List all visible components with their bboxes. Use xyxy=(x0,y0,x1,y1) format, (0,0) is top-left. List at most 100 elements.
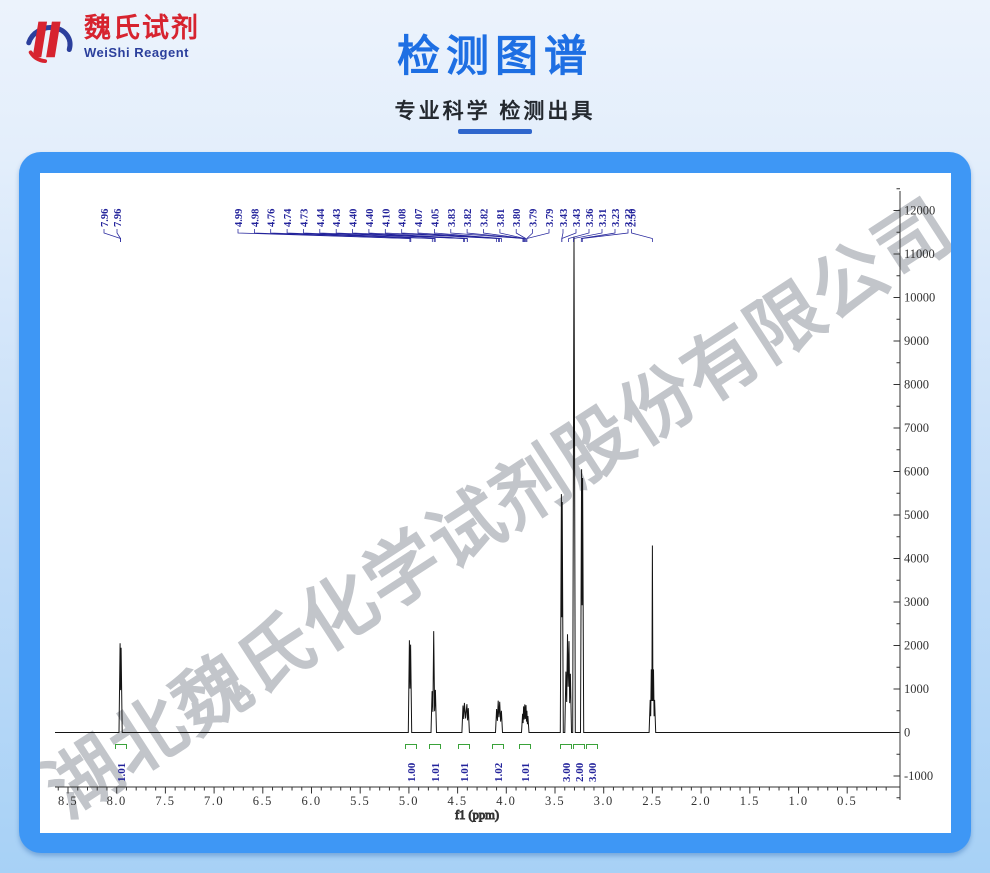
svg-text:10000: 10000 xyxy=(904,291,935,305)
peak-label-connector xyxy=(580,229,616,242)
logo-w-icon xyxy=(26,21,73,64)
company-logo: 魏氏试剂 WeiShi Reagent xyxy=(22,10,200,64)
svg-text:1000: 1000 xyxy=(904,682,929,696)
integral-bracket xyxy=(458,744,470,749)
logo-subtext: WeiShi Reagent xyxy=(84,45,190,60)
chart-card: 湖北魏氏化学试剂股份有限公司 -1000 0 1000 2000 3000 4000 500… xyxy=(19,152,971,853)
integral-bracket xyxy=(492,744,504,749)
spectrum-panel: 湖北魏氏化学试剂股份有限公司 -1000 0 1000 2000 3000 4000 500… xyxy=(40,173,951,833)
integral-value: 1.02 xyxy=(493,762,505,782)
peak-label-connector xyxy=(303,229,436,242)
peak-label-connector xyxy=(526,229,550,242)
page-subtitle: 专业科学 检测出具 xyxy=(394,100,596,123)
peak-label-connector xyxy=(499,229,526,242)
integral-value: 3.00 xyxy=(561,762,573,782)
peak-label-connector xyxy=(434,229,502,242)
peak-shift-label: 4.05 xyxy=(430,209,441,227)
peak-labels: 7.96 7.96 4.99 4.98 4.76 4.74 4.73 4.44 4.43 4.40… xyxy=(100,208,653,242)
svg-text:0: 0 xyxy=(904,726,910,740)
svg-text:12000: 12000 xyxy=(904,204,935,218)
integral-value: 2.00 xyxy=(574,762,586,782)
nmr-spectrum-chart: -1000 0 1000 2000 3000 4000 5000 6000 7000 8000 90… xyxy=(55,188,935,823)
title-underline xyxy=(458,129,532,134)
svg-text:1.5: 1.5 xyxy=(740,794,760,808)
integration-labels: 1.01 1.00 1.01 1.01 1.02 1.01 3.00 2.00 3.00 xyxy=(115,744,599,782)
peak-shift-label: 3.83 xyxy=(447,209,458,227)
x-axis: 8.5 8.0 7.5 7.0 6.5 6.0 5.5 5.0 4.5 4.0 3.5 3.0 2.5 2… xyxy=(55,786,900,823)
svg-text:7.0: 7.0 xyxy=(204,794,224,808)
peak-label-connector xyxy=(581,229,629,242)
peak-shift-label: 3.43 xyxy=(559,209,570,227)
svg-text:6000: 6000 xyxy=(904,465,929,479)
peak-shift-label: 4.08 xyxy=(398,209,409,227)
svg-text:3.0: 3.0 xyxy=(594,794,614,808)
peak-shift-label: 4.76 xyxy=(267,209,278,227)
peak-shift-label: 3.79 xyxy=(545,209,556,227)
integral-bracket xyxy=(586,744,598,749)
peak-shift-label: 3.36 xyxy=(585,209,596,227)
y-axis: -1000 0 1000 2000 3000 4000 5000 6000 7000 8000 90… xyxy=(893,188,935,800)
peak-shift-label: 4.40 xyxy=(365,209,376,227)
peak-label-connector xyxy=(573,229,603,242)
peak-label-connector xyxy=(526,229,533,242)
peak-shift-label: 4.73 xyxy=(300,209,311,227)
integral-value: 1.01 xyxy=(459,763,471,782)
svg-text:1.0: 1.0 xyxy=(788,794,808,808)
peak-shift-label: 3.43 xyxy=(572,209,583,227)
peak-shift-label: 2.50 xyxy=(628,209,639,227)
peak-shift-label: 4.10 xyxy=(381,209,392,227)
peak-shift-label: 4.07 xyxy=(414,209,425,227)
svg-text:6.0: 6.0 xyxy=(301,794,321,808)
svg-text:5.0: 5.0 xyxy=(399,794,419,808)
svg-text:5000: 5000 xyxy=(904,508,929,522)
svg-text:6.5: 6.5 xyxy=(253,794,273,808)
peak-label-connector xyxy=(568,229,590,242)
peak-shift-label: 4.99 xyxy=(234,209,245,227)
peak-shift-label: 4.40 xyxy=(349,209,360,227)
peak-shift-label: 3.82 xyxy=(463,209,474,227)
svg-text:0.5: 0.5 xyxy=(837,794,857,808)
integral-bracket xyxy=(429,744,441,749)
svg-text:8000: 8000 xyxy=(904,378,929,392)
peak-shift-label: 3.82 xyxy=(480,209,491,227)
integral-value: 3.00 xyxy=(587,762,599,782)
integral-value: 1.01 xyxy=(520,763,532,782)
svg-text:11000: 11000 xyxy=(904,247,935,261)
svg-text:2.5: 2.5 xyxy=(642,794,662,808)
svg-text:3000: 3000 xyxy=(904,595,929,609)
svg-text:3.5: 3.5 xyxy=(545,794,565,808)
peak-shift-label: 7.96 xyxy=(100,209,111,227)
peak-label-connector xyxy=(368,229,468,242)
integral-bracket xyxy=(573,744,585,749)
peak-shift-label: 3.31 xyxy=(598,209,609,227)
peak-label-connector xyxy=(103,229,121,242)
svg-text:5.5: 5.5 xyxy=(350,794,370,808)
peak-label-connector xyxy=(515,229,527,242)
svg-text:8.0: 8.0 xyxy=(107,794,127,808)
integral-value: 1.00 xyxy=(406,762,418,782)
svg-text:9000: 9000 xyxy=(904,334,929,348)
peak-label-connector xyxy=(631,229,653,242)
peak-label-connector xyxy=(466,229,525,242)
svg-text:-1000: -1000 xyxy=(904,769,933,783)
peak-label-connector xyxy=(116,229,121,242)
integral-bracket xyxy=(519,744,531,749)
peak-shift-label: 4.43 xyxy=(332,209,343,227)
peak-label-connector xyxy=(450,229,524,242)
x-axis-label: f1 (ppm) xyxy=(455,808,499,822)
spectrum-trace xyxy=(55,236,899,733)
peak-shift-label: 3.22 xyxy=(624,209,635,227)
svg-text:4000: 4000 xyxy=(904,552,929,566)
integral-value: 1.01 xyxy=(430,763,442,782)
logo-text: 魏氏试剂 xyxy=(84,13,200,43)
peak-label-connector xyxy=(254,229,412,242)
svg-text:8.5: 8.5 xyxy=(58,794,78,808)
peak-shift-label: 3.80 xyxy=(512,209,523,227)
peak-label-connector xyxy=(335,229,465,242)
page-title: 检测图谱 xyxy=(397,33,593,81)
peak-shift-label: 4.44 xyxy=(316,208,327,227)
integral-bracket xyxy=(115,744,127,749)
peak-shift-label: 3.23 xyxy=(611,209,622,227)
peak-label-connector xyxy=(561,229,577,242)
integral-bracket xyxy=(560,744,572,749)
